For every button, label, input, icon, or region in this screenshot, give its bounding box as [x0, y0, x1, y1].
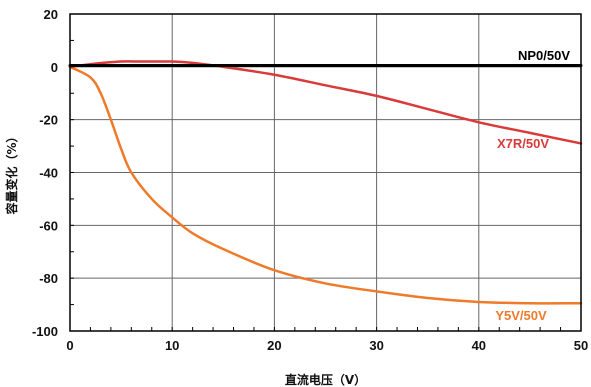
x-tick-label: 0	[66, 338, 73, 353]
x-tick-label: 40	[472, 338, 486, 353]
y-tick-label: -100	[32, 324, 58, 339]
series-label-x7r-50v: X7R/50V	[497, 136, 549, 151]
series-lines	[68, 60, 583, 305]
y-tick-label: -80	[39, 271, 58, 286]
y-tick-labels: 20 0 -20 -40 -60 -80 -100	[32, 7, 58, 339]
y-tick-label: 20	[44, 7, 58, 22]
y-tick-label: 0	[51, 60, 58, 75]
y-tick-label: -40	[39, 166, 58, 181]
x-axis-title: 直流电压（V）	[285, 372, 366, 387]
y-tick-label: -60	[39, 218, 58, 233]
y-tick-label: -20	[39, 113, 58, 128]
series-labels: NP0/50V X7R/50V Y5V/50V	[495, 48, 570, 323]
series-label-y5v-50v: Y5V/50V	[495, 308, 547, 323]
x-tick-label: 20	[267, 338, 281, 353]
series-line-y5v-50v	[68, 65, 583, 305]
y-axis-title: 容量变化（%）	[4, 130, 19, 215]
minor-ticks	[69, 13, 582, 332]
x-tick-labels: 0 10 20 30 40 50	[66, 338, 588, 353]
x-tick-label: 30	[369, 338, 383, 353]
x-tick-label: 50	[574, 338, 588, 353]
x-tick-label: 10	[165, 338, 179, 353]
series-line-x7r-50v	[68, 60, 583, 145]
series-label-np0-50v: NP0/50V	[518, 48, 570, 63]
